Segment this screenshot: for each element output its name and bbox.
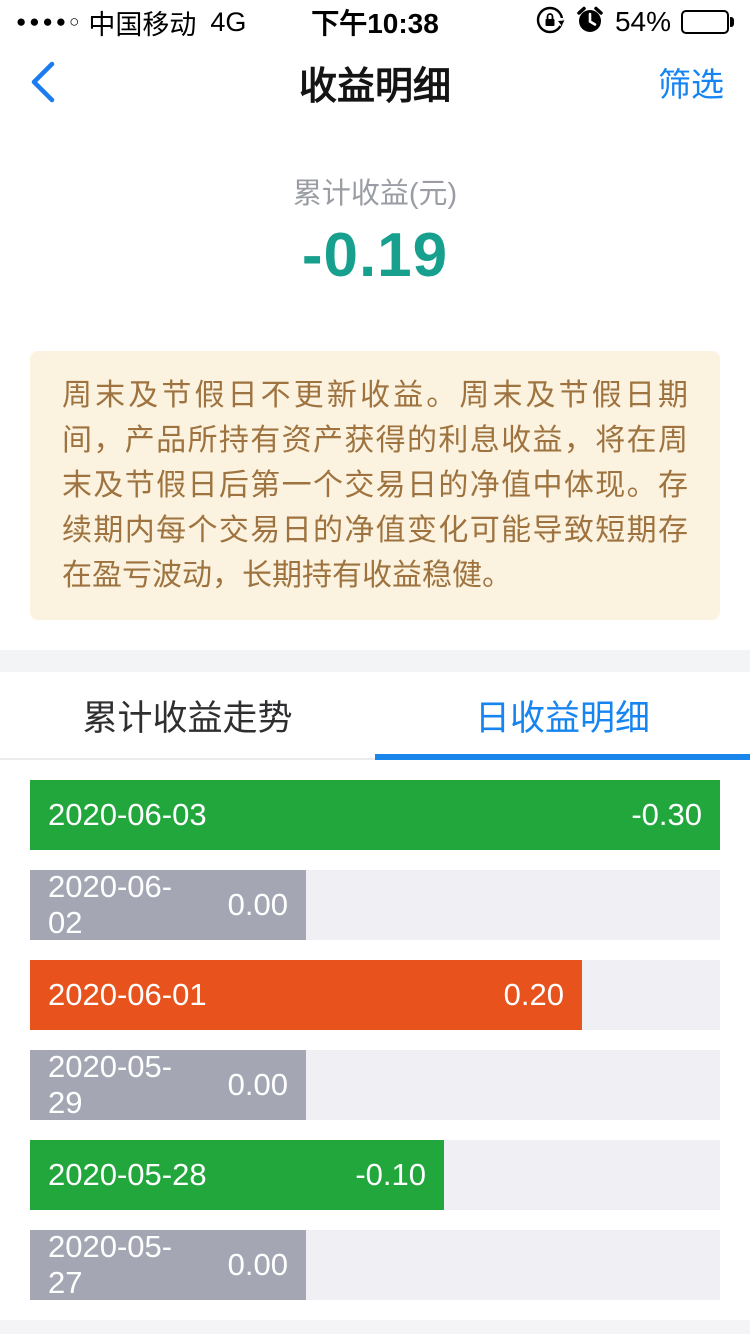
bar-chart: 2020-06-03 -0.30 2020-06-02 0.00 2020-06-01 0… [30,780,720,1300]
bar-row: 2020-05-28 -0.10 [30,1140,720,1210]
page-title: 收益明细 [298,65,451,108]
cumulative-earnings-value: -0.19 [301,221,449,290]
tab-daily-detail[interactable]: 日收益明细 [375,672,750,760]
bar-value-label: -0.10 [355,1157,426,1192]
section-divider [0,650,750,672]
signal-strength-icon: ●●●●○ [16,12,83,31]
disclaimer-text: 收益数据仅供参考，实际收益以金融机构确认结果为准 [0,1320,750,1334]
notice-text: 周末及节假日不更新收益。周末及节假日期间，产品所持有资产获得的利息收益，将在周末… [62,379,688,592]
bar-date-label: 2020-06-03 [48,797,207,832]
tab-label: 累计收益走势 [82,698,293,738]
battery-icon [681,10,734,34]
footer: 收益数据仅供参考，实际收益以金融机构确认结果为准 Baidu经验 jingyan… [0,1320,750,1334]
clock-label: 下午10:38 [311,8,439,39]
bar-positive: 2020-06-01 0.20 [30,960,582,1030]
bar-row: 2020-05-29 0.00 [30,1049,720,1120]
bar-row: 2020-06-02 0.00 [30,869,720,940]
status-bar-right: 54% [535,5,734,40]
bar-date-label: 2020-06-02 [48,869,173,940]
bar-value-label: 0.00 [227,1067,288,1102]
bar-value-label: -0.30 [631,797,702,832]
carrier-label: 中国移动 [88,9,197,40]
bar-date-label: 2020-06-01 [48,977,207,1012]
bar-row: 2020-06-01 0.20 [30,960,720,1030]
filter-button[interactable]: 筛选 [658,66,724,103]
bar-date-label: 2020-05-28 [48,1157,207,1192]
network-type-label: 4G [210,6,247,37]
bar-value-label: 0.00 [227,1247,288,1282]
cumulative-earnings-label: 累计收益(元) [292,178,458,210]
battery-percent-label: 54% [614,6,671,37]
bar-negative: 2020-06-03 -0.30 [30,780,720,850]
back-button[interactable] [22,56,66,108]
tab-bar: 累计收益走势 日收益明细 [0,672,750,760]
status-bar: ●●●●○ 中国移动 4G 下午10:38 54% [0,0,750,44]
tab-label: 日收益明细 [474,698,650,738]
bar-date-label: 2020-05-29 [48,1049,173,1120]
bar-zero: 2020-06-02 0.00 [30,869,306,940]
notice-box: 周末及节假日不更新收益。周末及节假日期间，产品所持有资产获得的利息收益，将在周末… [30,351,720,620]
bar-zero: 2020-05-29 0.00 [30,1049,306,1120]
tab-cumulative-trend[interactable]: 累计收益走势 [0,672,375,758]
bar-date-label: 2020-05-27 [48,1229,173,1300]
nav-bar: 收益明细 筛选 [0,44,750,120]
bar-value-label: 0.00 [227,887,288,922]
bar-value-label: 0.20 [503,977,564,1012]
bar-row: 2020-05-27 0.00 [30,1229,720,1300]
bar-row: 2020-06-03 -0.30 [30,780,720,850]
alarm-clock-icon [575,5,605,40]
bar-zero: 2020-05-27 0.00 [30,1229,306,1300]
chevron-left-icon [31,61,55,103]
bar-negative: 2020-05-28 -0.10 [30,1140,444,1210]
orientation-lock-icon [535,5,565,40]
